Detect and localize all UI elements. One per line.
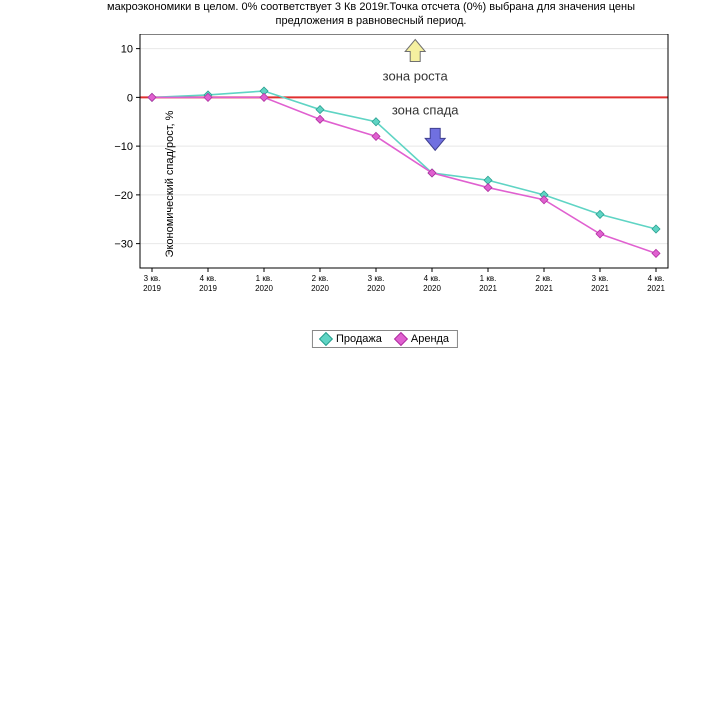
svg-text:10: 10 <box>121 44 133 56</box>
svg-text:2021: 2021 <box>535 284 553 293</box>
svg-text:2021: 2021 <box>647 284 665 293</box>
caption-line1: макроэкономики в целом. 0% соответствует… <box>107 1 635 13</box>
svg-text:2020: 2020 <box>311 284 329 293</box>
legend-label-rent: Аренда <box>411 333 449 345</box>
svg-text:2020: 2020 <box>255 284 273 293</box>
caption-line2: предложения в равновесный период. <box>276 15 467 27</box>
legend-item-sale: Продажа <box>321 333 382 345</box>
legend-item-rent: Аренда <box>396 333 449 345</box>
legend-label-sale: Продажа <box>336 333 382 345</box>
svg-text:2020: 2020 <box>423 284 441 293</box>
legend: Продажа Аренда <box>312 330 458 348</box>
svg-text:зона спада: зона спада <box>392 102 459 117</box>
svg-text:4 кв.: 4 кв. <box>200 274 217 283</box>
svg-text:зона роста: зона роста <box>383 68 449 83</box>
svg-text:3 кв.: 3 кв. <box>368 274 385 283</box>
svg-text:2 кв.: 2 кв. <box>312 274 329 283</box>
legend-marker-sale <box>319 332 333 346</box>
svg-text:3 кв.: 3 кв. <box>592 274 609 283</box>
svg-text:0: 0 <box>127 92 133 104</box>
svg-text:4 кв.: 4 кв. <box>424 274 441 283</box>
svg-text:2020: 2020 <box>367 284 385 293</box>
svg-text:3 кв.: 3 кв. <box>144 274 161 283</box>
svg-text:2019: 2019 <box>143 284 161 293</box>
svg-text:2021: 2021 <box>479 284 497 293</box>
caption: макроэкономики в целом. 0% соответствует… <box>60 0 682 29</box>
svg-text:1 кв.: 1 кв. <box>480 274 497 283</box>
svg-text:2019: 2019 <box>199 284 217 293</box>
svg-text:1 кв.: 1 кв. <box>256 274 273 283</box>
svg-text:2 кв.: 2 кв. <box>536 274 553 283</box>
legend-marker-rent <box>394 332 408 346</box>
y-axis-label: Экономический спад/рост, % <box>164 111 176 258</box>
svg-text:−30: −30 <box>114 239 133 251</box>
svg-text:−10: −10 <box>114 141 133 153</box>
chart-container: Экономический спад/рост, % −30 −20 −10 0 10 3… <box>85 34 685 314</box>
svg-text:4 кв.: 4 кв. <box>648 274 665 283</box>
svg-text:−20: −20 <box>114 190 133 202</box>
svg-text:2021: 2021 <box>591 284 609 293</box>
